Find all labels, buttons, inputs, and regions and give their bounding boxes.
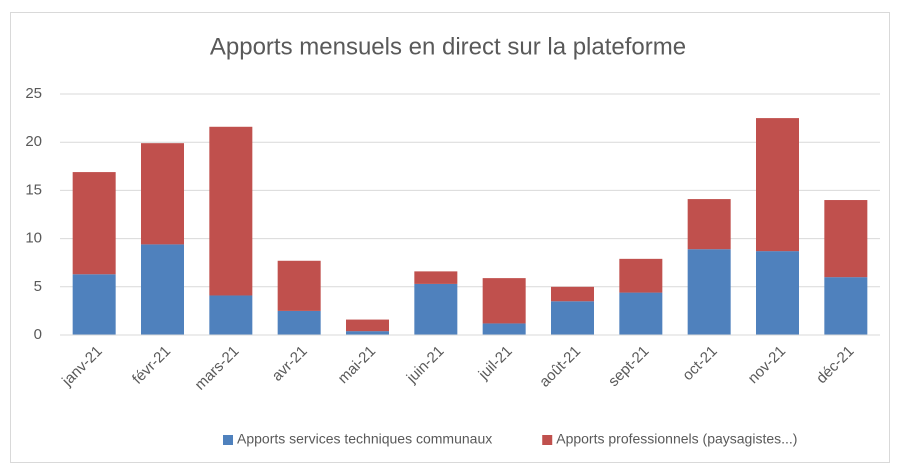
y-tick-label: 25 bbox=[25, 85, 42, 102]
bar-segment bbox=[72, 274, 116, 335]
y-tick-label: 20 bbox=[25, 133, 42, 150]
bar-segment bbox=[687, 199, 731, 250]
y-tick-label: 15 bbox=[25, 181, 42, 198]
legend-label: Apports professionnels (paysagistes...) bbox=[556, 431, 797, 447]
bar-segment bbox=[277, 310, 321, 335]
bar-segment bbox=[414, 283, 458, 335]
bar-segment bbox=[619, 292, 663, 335]
bar-segment bbox=[141, 143, 184, 245]
chart-title: Apports mensuels en direct sur la platef… bbox=[210, 33, 686, 60]
bar-segment bbox=[209, 126, 253, 296]
bar-segment bbox=[277, 260, 321, 311]
bar-segment bbox=[824, 277, 868, 335]
legend-swatch bbox=[223, 435, 233, 445]
bar-segment bbox=[824, 200, 868, 278]
bar-segment bbox=[551, 286, 594, 302]
legend-label: Apports services techniques communaux bbox=[237, 431, 492, 447]
y-tick-label: 5 bbox=[34, 278, 42, 295]
bar-segment bbox=[414, 271, 458, 284]
bar-segment bbox=[687, 249, 731, 335]
bar-segment bbox=[756, 251, 799, 335]
bar-segment bbox=[72, 172, 116, 275]
bar-segment bbox=[482, 323, 526, 335]
bar-segment bbox=[756, 118, 799, 252]
y-tick-label: 0 bbox=[34, 326, 42, 343]
bar-segment bbox=[209, 295, 253, 335]
bar-segment bbox=[619, 258, 663, 293]
bar-segment bbox=[482, 278, 526, 324]
bar-segment bbox=[551, 301, 594, 335]
y-tick-label: 10 bbox=[25, 230, 42, 247]
bar-segment bbox=[346, 331, 389, 335]
legend-swatch bbox=[542, 435, 553, 445]
bar-segment bbox=[346, 319, 389, 332]
bar-segment bbox=[141, 244, 184, 335]
